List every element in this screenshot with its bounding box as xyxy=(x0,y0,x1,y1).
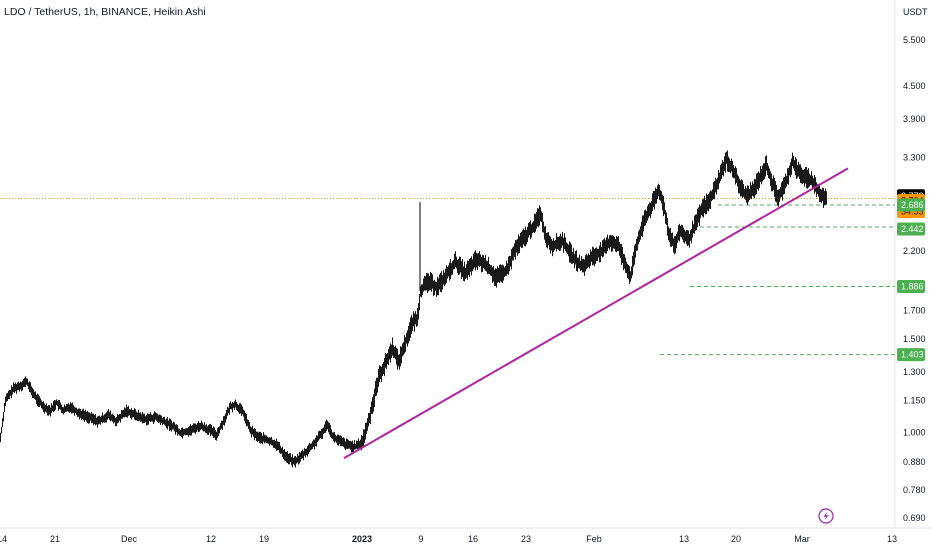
lightning-bolt-icon[interactable] xyxy=(818,508,834,524)
time-axis-tick-label: 2023 xyxy=(352,534,372,544)
trendline-layer xyxy=(343,167,849,459)
time-axis-tick-label: 13 xyxy=(679,534,689,544)
price-axis-tick-label: 1.500 xyxy=(903,334,926,344)
support-badge-bg xyxy=(897,222,925,236)
time-axis-tick-label: 14 xyxy=(0,534,7,544)
support-badge-bg xyxy=(897,279,925,293)
time-axis-tick-label: 13 xyxy=(887,534,897,544)
price-axis-tick-label: 0.690 xyxy=(903,513,926,523)
time-axis-tick-label: 16 xyxy=(468,534,478,544)
price-axis-tick-label: 1.300 xyxy=(903,367,926,377)
price-axis-tick-label: 3.900 xyxy=(903,114,926,124)
candles-layer xyxy=(0,150,827,468)
price-axis-unit: USDT xyxy=(903,7,928,17)
time-axis-tick-label: Mar xyxy=(794,534,810,544)
time-axis-tick-label: Dec xyxy=(121,534,138,544)
price-axis-tick-label: 1.700 xyxy=(903,305,926,315)
price-axis-tick-label: 1.150 xyxy=(903,395,926,405)
levels-layer xyxy=(0,197,895,356)
symbol-title: LDO / TetherUS, 1h, BINANCE, Heikin Ashi xyxy=(4,6,206,18)
price-axis-tick-label: 0.880 xyxy=(903,457,926,467)
price-axis-tick-label: 0.780 xyxy=(903,485,926,495)
price-axis-tick-label: 3.300 xyxy=(903,153,926,163)
price-axis-tick-label: 4.500 xyxy=(903,81,926,91)
price-axis-tick-label: 5.500 xyxy=(903,35,926,45)
support-badge-text: 2.686 xyxy=(901,200,924,210)
time-axis-tick-label: 19 xyxy=(259,534,269,544)
icons-layer xyxy=(818,508,834,524)
time-axis-tick-label: 21 xyxy=(50,534,60,544)
time-axis-tick-label: Feb xyxy=(586,534,602,544)
support-badge-text: 1.886 xyxy=(901,281,924,291)
lightning-bolt-icon-glyph xyxy=(823,511,829,521)
time-axis-tick-label: 23 xyxy=(521,534,531,544)
support-badge-text: 2.442 xyxy=(901,224,924,234)
support-badge-bg xyxy=(897,348,925,362)
time-axis-tick-label: 20 xyxy=(731,534,741,544)
support-badge-text: 1.403 xyxy=(901,350,924,360)
price-axis-tick-label: 2.200 xyxy=(903,246,926,256)
time-axis-tick-label: 9 xyxy=(418,534,423,544)
support-badge-bg xyxy=(897,198,925,212)
ascending-trendline-overlay xyxy=(343,167,849,459)
price-axis-tick-label: 1.000 xyxy=(903,428,926,438)
time-axis-tick-label: 12 xyxy=(206,534,216,544)
